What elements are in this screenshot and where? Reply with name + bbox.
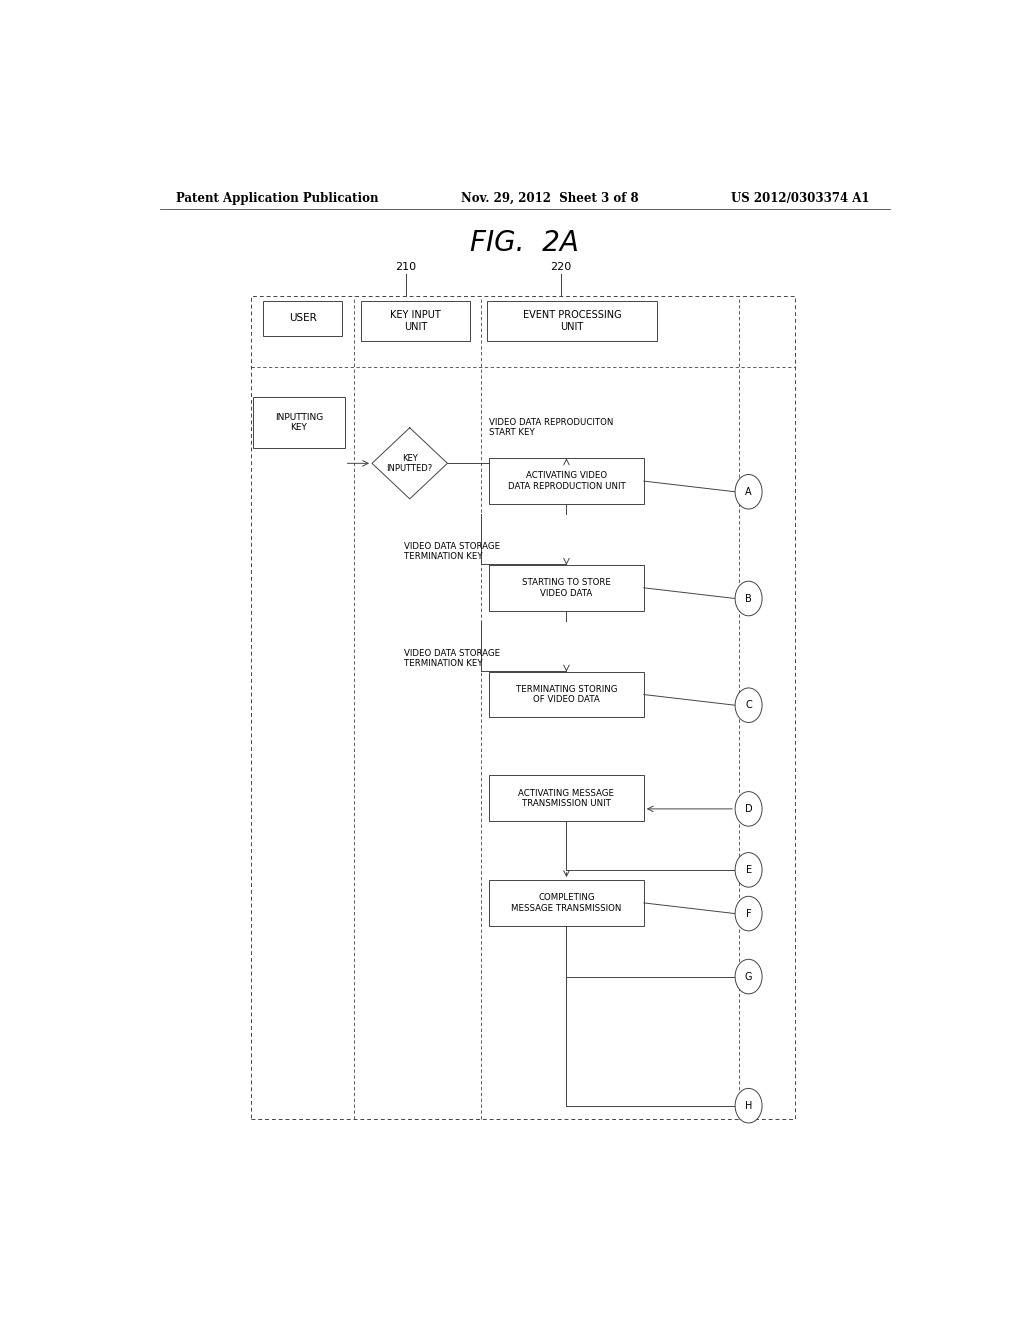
Text: STARTING TO STORE
VIDEO DATA: STARTING TO STORE VIDEO DATA [522,578,611,598]
FancyBboxPatch shape [263,301,342,337]
Text: F: F [745,908,752,919]
Text: US 2012/0303374 A1: US 2012/0303374 A1 [731,191,869,205]
FancyBboxPatch shape [489,458,644,504]
Text: G: G [744,972,753,982]
FancyBboxPatch shape [486,301,657,342]
Text: H: H [744,1101,753,1110]
Circle shape [735,474,762,510]
Text: KEY
INPUTTED?: KEY INPUTTED? [387,454,433,473]
Text: INPUTTING
KEY: INPUTTING KEY [274,413,324,433]
FancyBboxPatch shape [360,301,470,342]
Text: 220: 220 [550,263,571,272]
Text: COMPLETING
MESSAGE TRANSMISSION: COMPLETING MESSAGE TRANSMISSION [511,894,622,912]
FancyBboxPatch shape [489,775,644,821]
Text: E: E [745,865,752,875]
Circle shape [735,688,762,722]
Circle shape [735,581,762,616]
Text: FIG.  2A: FIG. 2A [470,228,580,257]
Text: KEY INPUT
UNIT: KEY INPUT UNIT [390,310,440,331]
Text: TERMINATING STORING
OF VIDEO DATA: TERMINATING STORING OF VIDEO DATA [516,685,617,705]
Circle shape [735,896,762,931]
FancyBboxPatch shape [489,565,644,611]
FancyBboxPatch shape [253,397,345,447]
Text: Nov. 29, 2012  Sheet 3 of 8: Nov. 29, 2012 Sheet 3 of 8 [461,191,639,205]
Text: EVENT PROCESSING
UNIT: EVENT PROCESSING UNIT [522,310,622,331]
Bar [251,296,795,1119]
Text: Patent Application Publication: Patent Application Publication [176,191,378,205]
Circle shape [735,853,762,887]
Text: VIDEO DATA STORAGE
TERMINATION KEY: VIDEO DATA STORAGE TERMINATION KEY [404,648,501,668]
Text: A: A [745,487,752,496]
Text: ACTIVATING MESSAGE
TRANSMISSION UNIT: ACTIVATING MESSAGE TRANSMISSION UNIT [518,788,614,808]
Text: ACTIVATING VIDEO
DATA REPRODUCTION UNIT: ACTIVATING VIDEO DATA REPRODUCTION UNIT [508,471,626,491]
Text: C: C [745,700,752,710]
Text: VIDEO DATA REPRODUCITON
START KEY: VIDEO DATA REPRODUCITON START KEY [489,418,613,437]
FancyBboxPatch shape [489,880,644,925]
Circle shape [735,792,762,826]
Circle shape [735,960,762,994]
Text: D: D [744,804,753,814]
Text: 210: 210 [395,263,417,272]
Polygon shape [372,428,447,499]
Text: VIDEO DATA STORAGE
TERMINATION KEY: VIDEO DATA STORAGE TERMINATION KEY [404,543,501,561]
Text: USER: USER [289,313,316,323]
FancyBboxPatch shape [489,672,644,718]
Circle shape [735,1089,762,1123]
Text: B: B [745,594,752,603]
